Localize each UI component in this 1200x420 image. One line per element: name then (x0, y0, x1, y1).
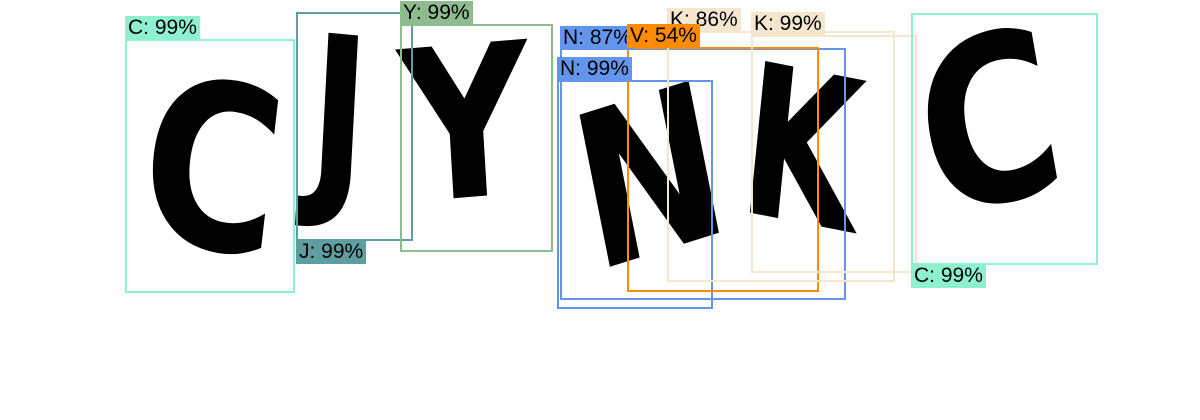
detection-box-n-99 (557, 80, 713, 309)
detection-label-v: V: 54% (627, 24, 700, 48)
detection-box-j (296, 12, 413, 241)
detection-label-k-99: K: 99% (751, 12, 825, 36)
detection-label-c2: C: 99% (911, 264, 986, 288)
detection-box-k-99 (751, 35, 917, 273)
detection-label-c1: C: 99% (125, 16, 200, 40)
detection-box-y (400, 24, 553, 252)
detection-label-n-87: N: 87% (560, 26, 635, 50)
detection-label-j: J: 99% (296, 240, 367, 264)
detection-box-c2 (911, 13, 1098, 265)
detection-label-n-99: N: 99% (557, 57, 632, 81)
detection-label-y: Y: 99% (400, 1, 473, 25)
detection-box-n-87 (560, 48, 846, 300)
detection-box-c1 (125, 39, 295, 293)
detection-box-v (627, 47, 819, 292)
